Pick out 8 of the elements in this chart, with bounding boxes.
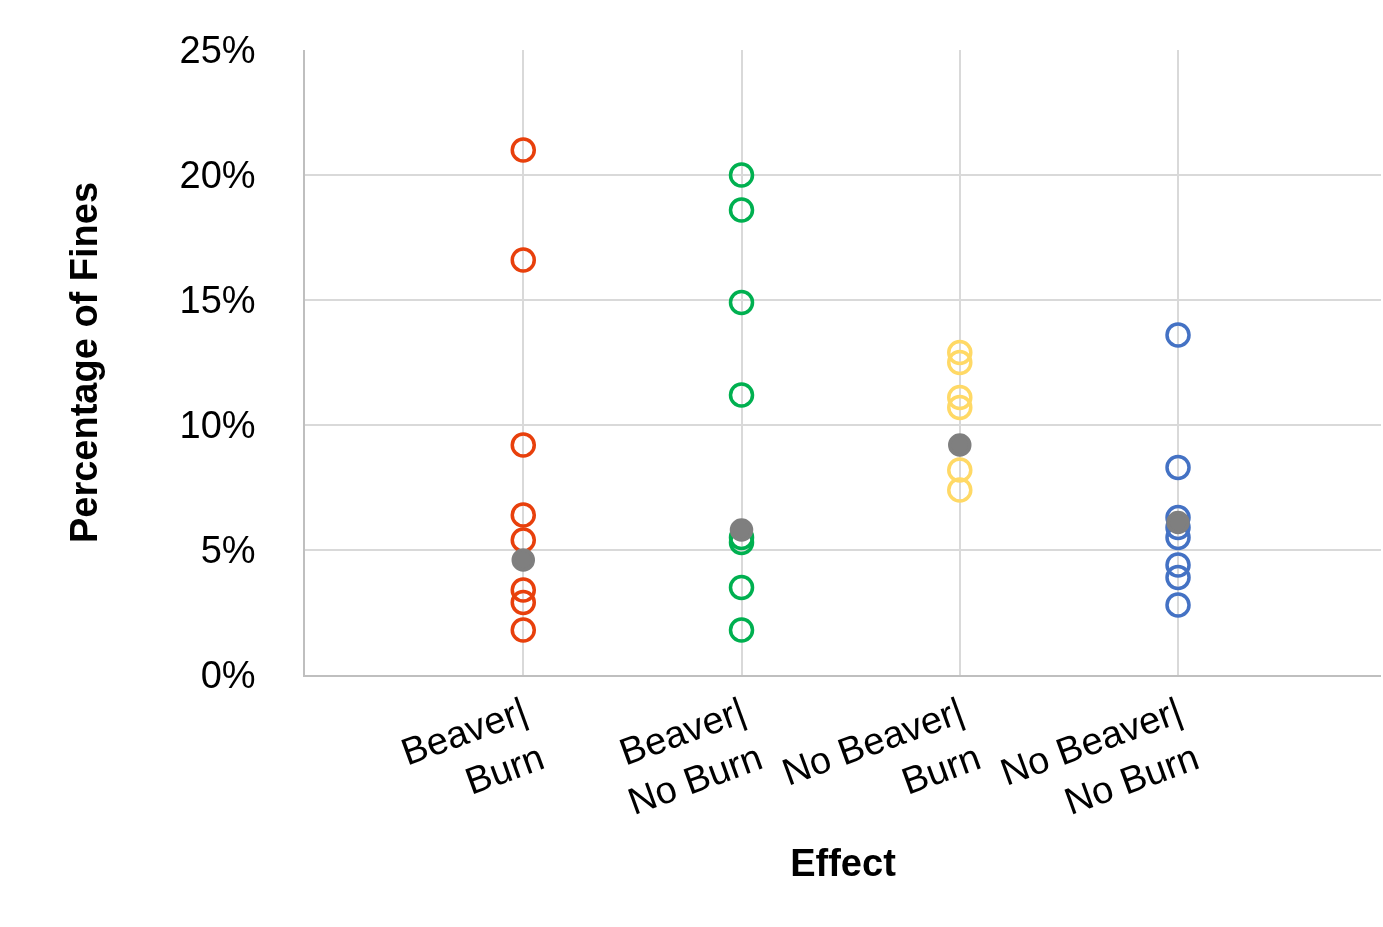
- y-tick-label: 20%: [179, 154, 256, 197]
- y-tick-label: 5%: [200, 529, 256, 572]
- y-tick-label: 25%: [179, 29, 256, 72]
- y-tick-label: 0%: [200, 654, 256, 697]
- y-tick-label: 15%: [179, 279, 256, 322]
- x-axis-title: Effect: [790, 841, 897, 884]
- y-axis-title: Percentage of Fines: [63, 181, 106, 544]
- y-tick-label: 10%: [179, 404, 256, 447]
